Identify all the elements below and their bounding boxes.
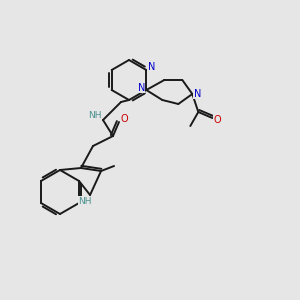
Text: N: N [194,89,201,99]
Text: N: N [138,83,145,93]
Text: O: O [214,115,221,125]
Text: N: N [148,62,155,72]
Text: NH: NH [88,110,102,119]
Text: NH: NH [78,196,92,206]
Text: O: O [120,114,128,124]
